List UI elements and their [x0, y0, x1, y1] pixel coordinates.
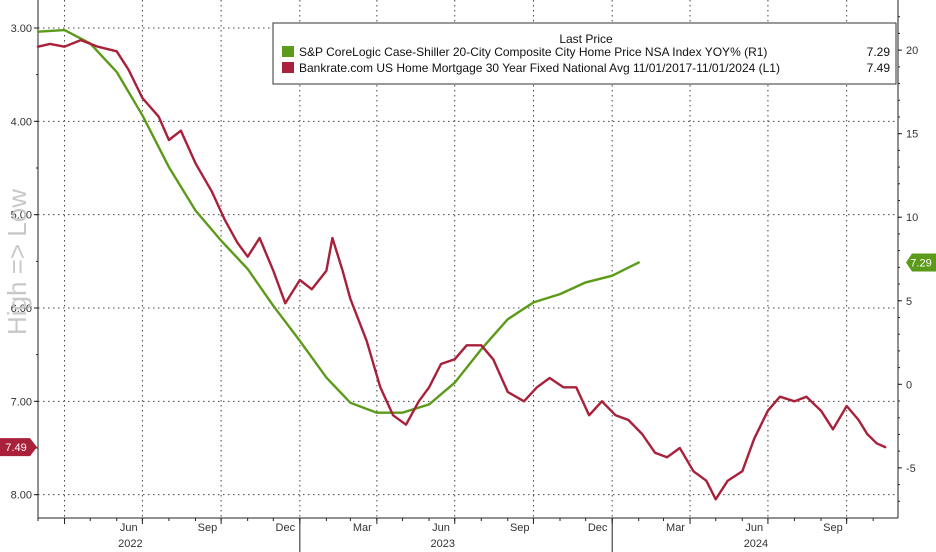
x-month-label: Dec: [276, 522, 296, 534]
legend-swatch: [282, 46, 294, 57]
x-month-label: Sep: [198, 522, 218, 534]
left-tick-label: 7.00: [11, 396, 32, 408]
legend-swatch: [282, 62, 294, 73]
left-last-value-badge: [0, 438, 37, 457]
left-tick-label: 3.00: [11, 23, 32, 35]
right-tick-label: 0: [906, 379, 912, 391]
x-month-label: Sep: [510, 522, 530, 534]
right-tick-label: 10: [906, 212, 918, 224]
home-price-yoy-line: [36, 28, 640, 414]
x-month-label: Mar: [353, 522, 372, 534]
legend-last-value: 7.29: [867, 45, 891, 59]
x-month-label: Jun: [745, 522, 763, 534]
left-badge-text: 7.49: [5, 442, 26, 454]
legend-last-value: 7.49: [867, 61, 891, 75]
x-year-label: 2023: [430, 538, 454, 550]
x-year-label: 2022: [118, 538, 142, 550]
x-month-label: Sep: [823, 522, 843, 534]
x-year-label: 2024: [744, 538, 768, 550]
x-month-label: Mar: [666, 522, 685, 534]
left-tick-label: 4.00: [11, 116, 32, 128]
left-tick-label: 5.00: [11, 210, 32, 222]
right-tick-label: 15: [906, 129, 918, 141]
right-tick-label: 20: [906, 45, 918, 57]
right-last-value-badge: [906, 253, 936, 272]
right-tick-label: -5: [906, 463, 916, 475]
left-tick-label: 8.00: [11, 490, 32, 502]
gridlines: [38, 0, 898, 518]
right-badge-text: 7.29: [910, 258, 931, 270]
x-month-label: Jun: [120, 522, 138, 534]
legend-series-name: Bankrate.com US Home Mortgage 30 Year Fi…: [299, 61, 780, 75]
left-axis-title: High => Low: [2, 189, 32, 335]
right-tick-label: 5: [906, 296, 912, 308]
legend-header: Last Price: [559, 32, 613, 46]
left-tick-label: 6.00: [11, 303, 32, 315]
x-month-label: Jun: [432, 522, 450, 534]
x-month-label: Dec: [588, 522, 608, 534]
legend-box: [272, 22, 897, 85]
series-lines: [36, 28, 887, 501]
mortgage-rate-line: [36, 38, 887, 501]
legend-series-name: S&P CoreLogic Case-Shiller 20-City Compo…: [299, 45, 767, 59]
